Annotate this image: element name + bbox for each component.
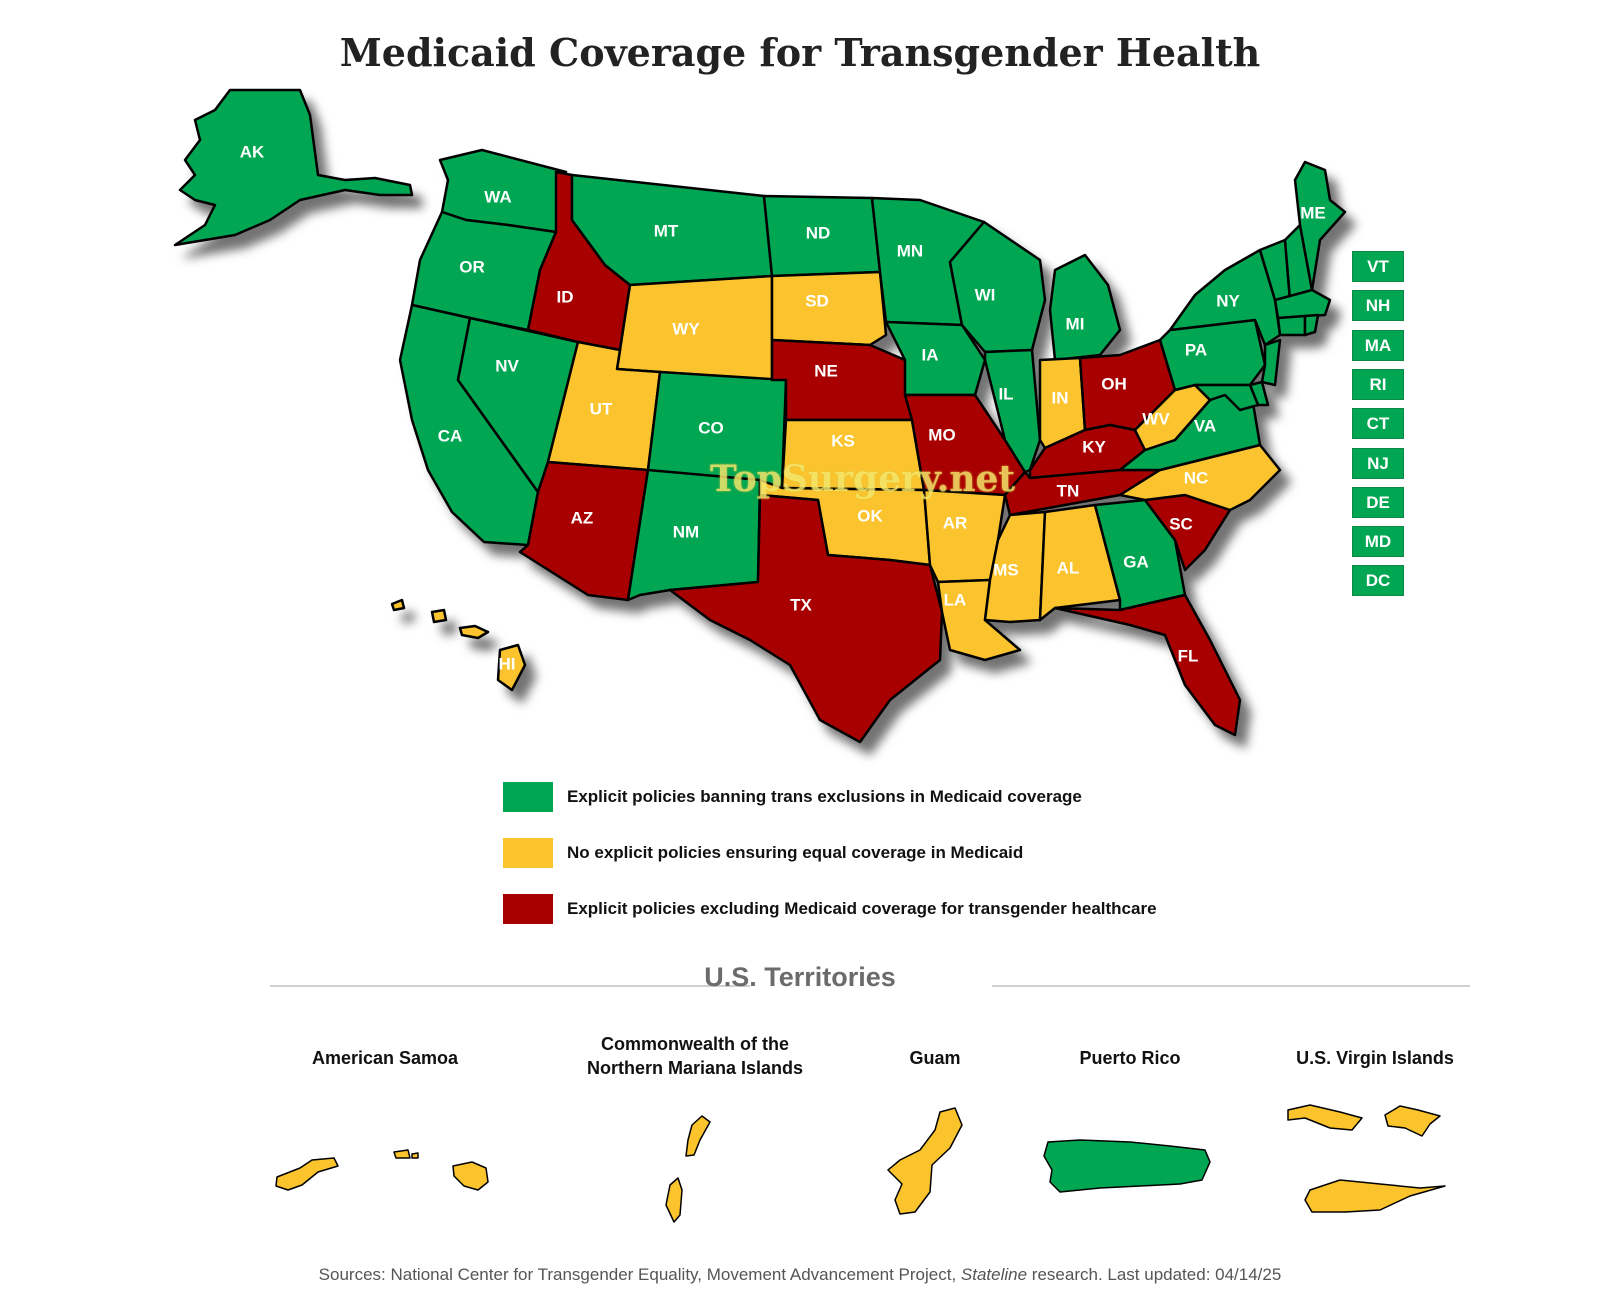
legend-item-green: Explicit policies banning trans exclusio… bbox=[503, 782, 1082, 812]
territory-name-cnmi: Commonwealth of the Northern Mariana Isl… bbox=[545, 1032, 845, 1080]
state-hi-island[interactable] bbox=[458, 624, 490, 640]
territory-name-cnmi-line2: Northern Mariana Islands bbox=[586, 1058, 804, 1078]
state-ct[interactable] bbox=[1276, 314, 1307, 337]
small-state-nj[interactable]: NJ bbox=[1352, 447, 1404, 479]
legend-label-yellow: No explicit policies ensuring equal cove… bbox=[567, 843, 1024, 862]
state-ma[interactable] bbox=[1273, 288, 1332, 320]
small-state-de[interactable]: DE bbox=[1352, 486, 1404, 518]
state-label-hi: HI bbox=[499, 654, 516, 673]
legend-swatch-red bbox=[503, 894, 553, 924]
sources-note: Sources: National Center for Transgender… bbox=[0, 1265, 1600, 1285]
state-label-az: AZ bbox=[571, 508, 594, 527]
state-me[interactable] bbox=[1293, 160, 1347, 292]
state-label-ne: NE bbox=[814, 361, 838, 380]
state-label-oh: OH bbox=[1101, 374, 1127, 393]
territories-divider-right bbox=[992, 985, 1470, 987]
state-label-ut: UT bbox=[590, 399, 613, 418]
state-wi[interactable] bbox=[948, 220, 1047, 354]
last-updated-date: 04/14/25 bbox=[1215, 1265, 1282, 1284]
territory-name-american-samoa: American Samoa bbox=[311, 1048, 459, 1068]
state-ne[interactable] bbox=[770, 338, 914, 422]
state-label-nv: NV bbox=[495, 356, 519, 375]
state-label-wa: WA bbox=[484, 187, 511, 206]
state-label-la: LA bbox=[944, 590, 967, 609]
state-label-wv: WV bbox=[1142, 409, 1170, 428]
state-nj[interactable] bbox=[1260, 338, 1282, 387]
state-al[interactable] bbox=[1038, 503, 1122, 622]
legend-item-yellow: No explicit policies ensuring equal cove… bbox=[503, 838, 1023, 868]
state-label-al: AL bbox=[1057, 558, 1080, 577]
map-title: Medicaid Coverage for Transgender Health bbox=[339, 30, 1261, 75]
state-label-ky: KY bbox=[1082, 437, 1106, 456]
state-label-wi: WI bbox=[975, 285, 996, 304]
state-tx[interactable] bbox=[668, 493, 944, 744]
state-label-ok: OK bbox=[857, 506, 883, 525]
state-ri[interactable] bbox=[1303, 313, 1320, 337]
state-il[interactable] bbox=[983, 348, 1042, 474]
legend-swatch-yellow bbox=[503, 838, 553, 868]
state-hi-island[interactable] bbox=[430, 608, 448, 624]
state-md[interactable] bbox=[1193, 383, 1260, 412]
state-label-co: CO bbox=[698, 418, 724, 437]
territories-heading: U.S. Territories bbox=[704, 962, 896, 992]
small-state-ri[interactable]: RI bbox=[1352, 368, 1404, 400]
territory-name-cnmi-line1: Commonwealth of the bbox=[601, 1034, 789, 1054]
state-label-ia: IA bbox=[922, 345, 939, 364]
state-fl[interactable] bbox=[1053, 593, 1242, 737]
small-state-vt[interactable]: VT bbox=[1352, 251, 1404, 282]
state-label-il: IL bbox=[998, 384, 1013, 403]
territory-name-guam: Guam bbox=[909, 1048, 961, 1068]
state-label-mi: MI bbox=[1066, 314, 1085, 333]
territory-name-usvi: U.S. Virgin Islands bbox=[1296, 1048, 1454, 1068]
legend-swatch-green bbox=[503, 782, 553, 812]
watermark: TopSurgery.net bbox=[710, 458, 1016, 500]
state-label-va: VA bbox=[1194, 416, 1216, 435]
state-hi[interactable] bbox=[496, 643, 527, 692]
small-state-md[interactable]: MD bbox=[1352, 526, 1404, 558]
state-label-tx: TX bbox=[790, 595, 812, 614]
state-label-nd: ND bbox=[806, 223, 831, 242]
state-label-mn: MN bbox=[897, 241, 923, 260]
state-label-tn: TN bbox=[1057, 481, 1080, 500]
sources-prefix: Sources: National Center for Transgender… bbox=[318, 1265, 961, 1284]
state-label-sc: SC bbox=[1169, 514, 1193, 533]
legend-item-red: Explicit policies excluding Medicaid cov… bbox=[503, 894, 1157, 924]
territories-divider-left bbox=[270, 985, 750, 987]
state-label-wy: WY bbox=[672, 319, 700, 338]
state-label-ks: KS bbox=[831, 431, 855, 450]
state-hi-island[interactable] bbox=[390, 598, 406, 612]
state-label-ny: NY bbox=[1216, 291, 1240, 310]
state-label-sd: SD bbox=[805, 291, 829, 310]
small-state-nh[interactable]: NH bbox=[1352, 290, 1404, 322]
state-label-ga: GA bbox=[1123, 552, 1149, 571]
sources-italic: Stateline bbox=[960, 1265, 1028, 1284]
state-label-mo: MO bbox=[928, 425, 955, 444]
state-ms[interactable] bbox=[983, 510, 1047, 624]
state-label-or: OR bbox=[459, 257, 485, 276]
state-label-nc: NC bbox=[1184, 468, 1209, 487]
state-mi[interactable] bbox=[1048, 253, 1122, 362]
state-label-ak: AK bbox=[240, 142, 265, 161]
small-state-ma[interactable]: MA bbox=[1352, 329, 1404, 361]
state-label-fl: FL bbox=[1178, 646, 1199, 665]
legend-label-green: Explicit policies banning trans exclusio… bbox=[567, 787, 1082, 806]
state-sd[interactable] bbox=[770, 270, 888, 347]
state-label-id: ID bbox=[557, 287, 574, 306]
small-state-ct[interactable]: CT bbox=[1352, 408, 1404, 440]
state-ak[interactable] bbox=[173, 88, 414, 247]
small-state-dc[interactable]: DC bbox=[1352, 565, 1404, 597]
state-label-in: IN bbox=[1052, 388, 1069, 407]
state-label-nm: NM bbox=[673, 522, 699, 541]
state-label-me: ME bbox=[1300, 203, 1326, 222]
state-label-ms: MS bbox=[993, 560, 1019, 579]
state-label-ca: CA bbox=[438, 426, 463, 445]
state-label-ar: AR bbox=[943, 513, 968, 532]
sources-suffix: research. Last updated: bbox=[1027, 1265, 1216, 1284]
state-label-mt: MT bbox=[654, 221, 679, 240]
territory-name-puerto-rico: Puerto Rico bbox=[1079, 1048, 1181, 1068]
legend-label-red: Explicit policies excluding Medicaid cov… bbox=[567, 899, 1157, 918]
state-label-pa: PA bbox=[1185, 340, 1207, 359]
